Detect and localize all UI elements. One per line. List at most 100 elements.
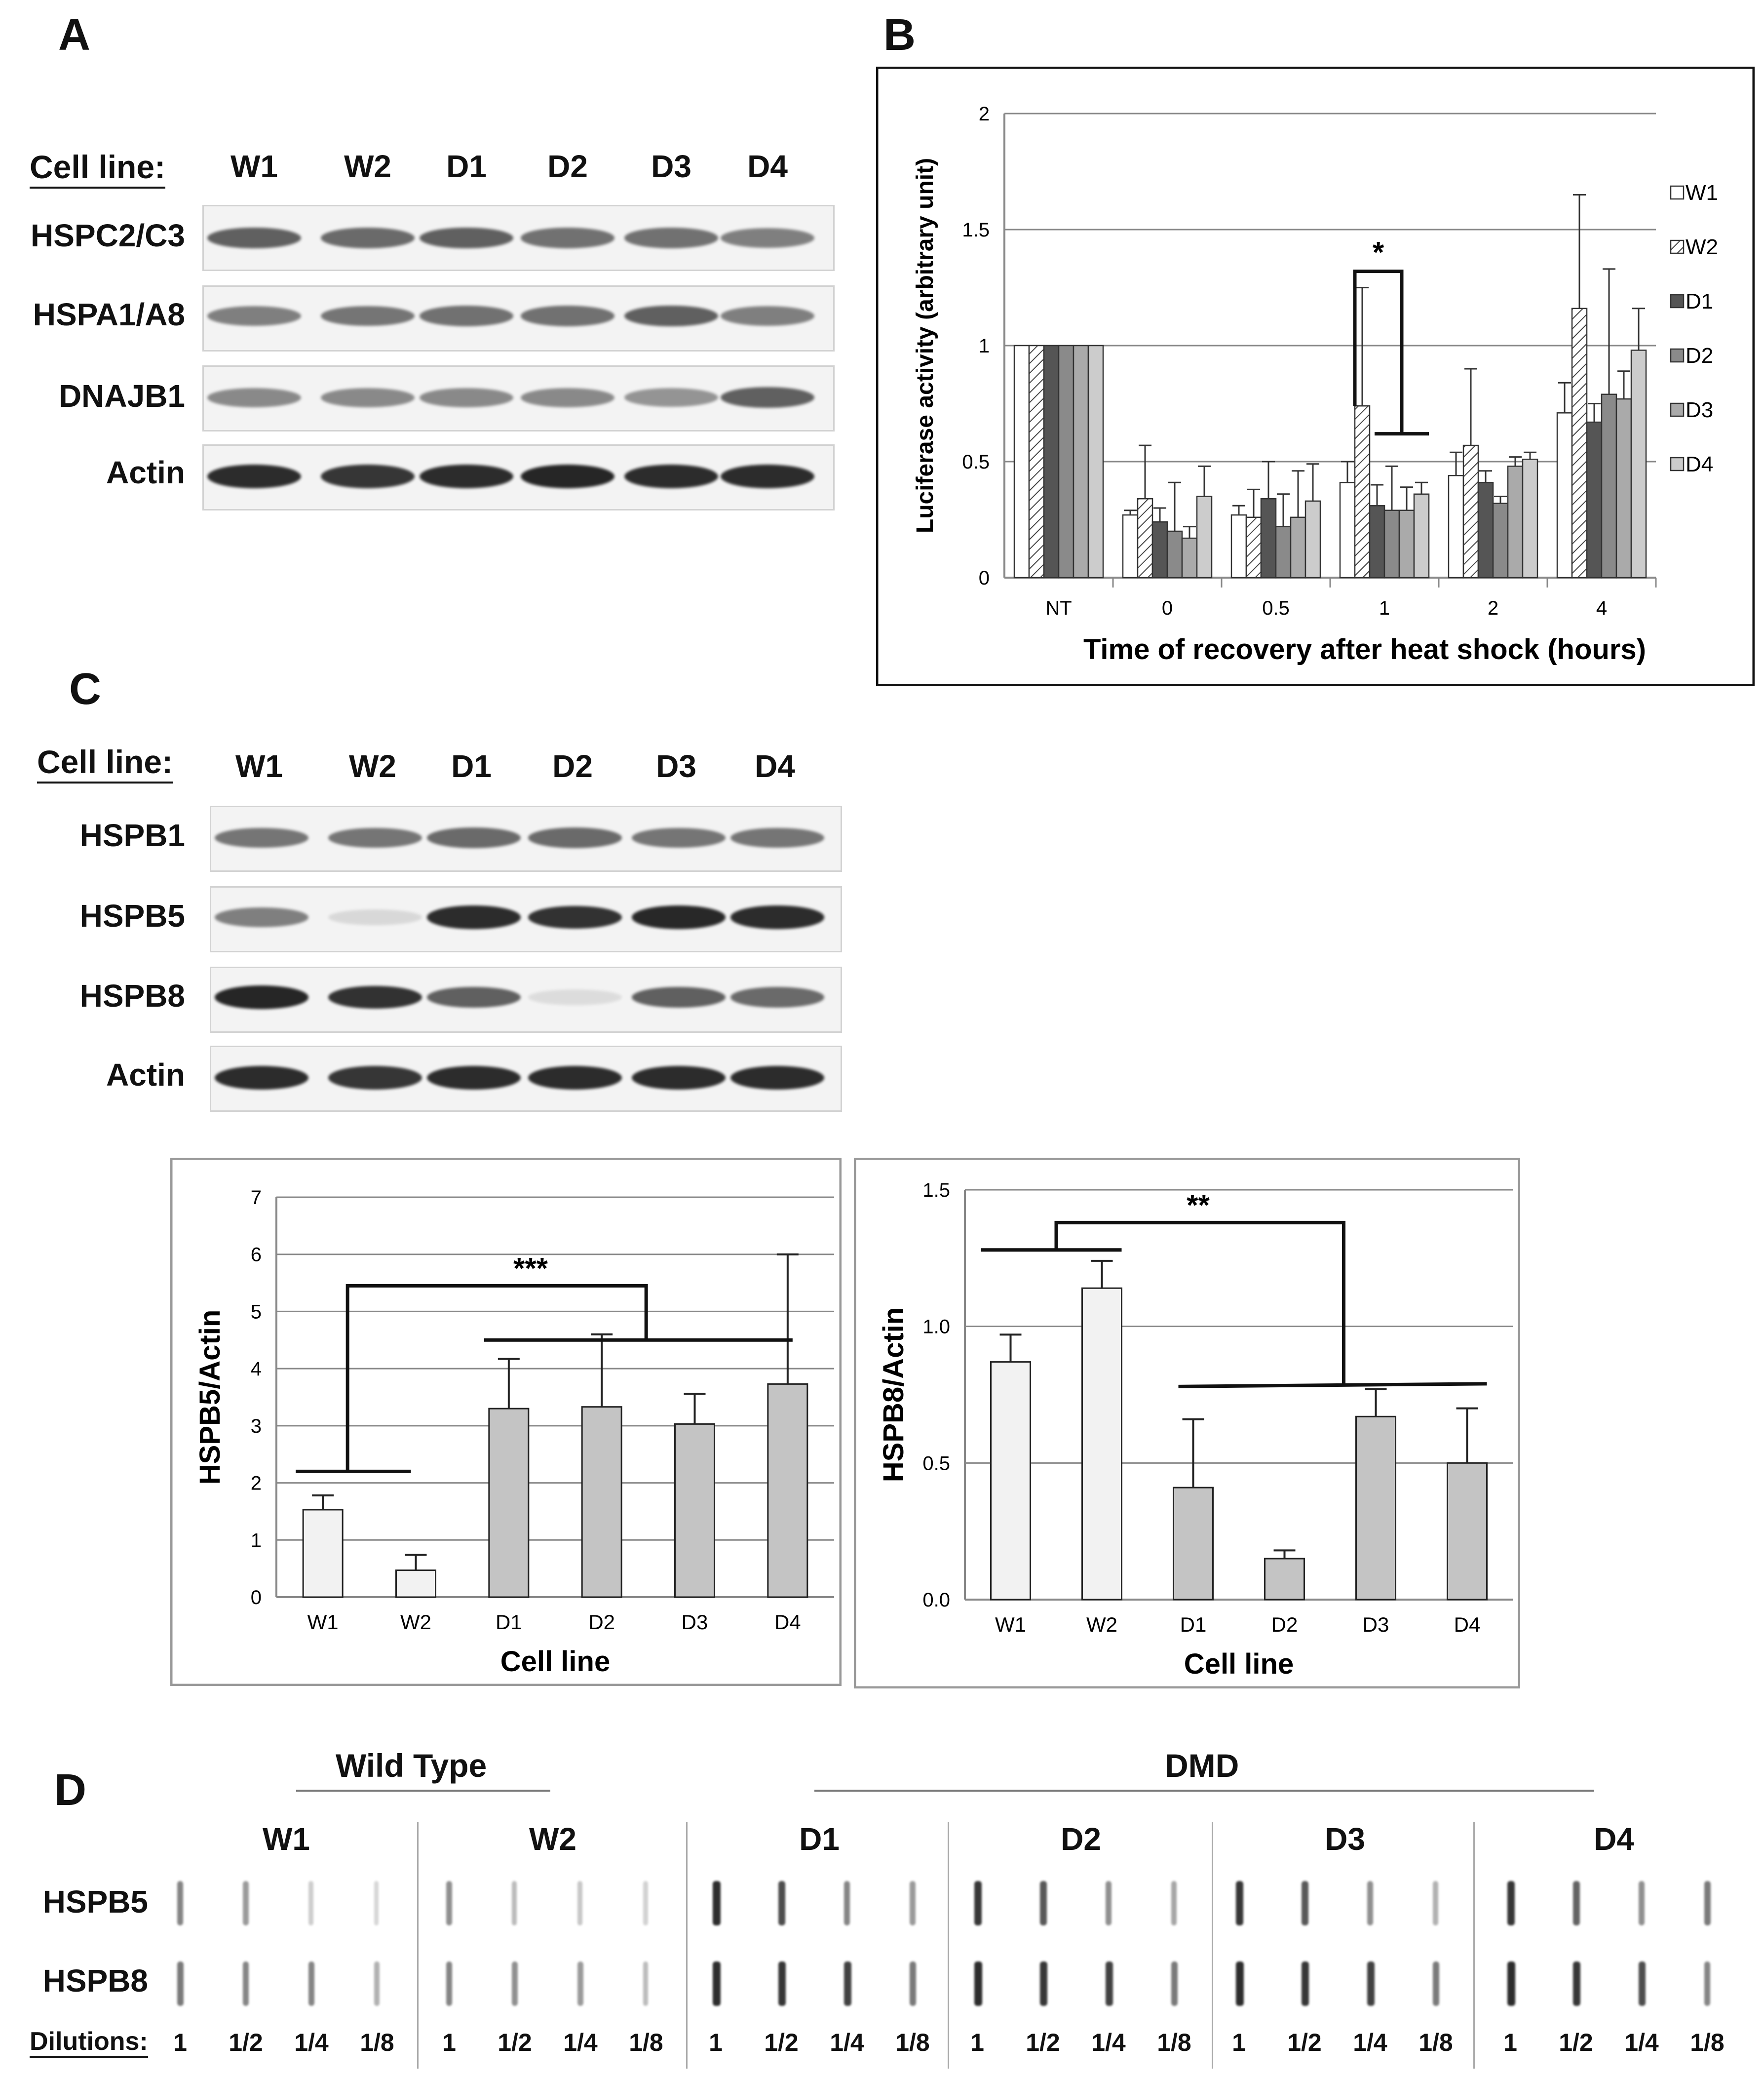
blot-row-label: HSPA1/A8 xyxy=(33,297,185,332)
bar xyxy=(581,1406,622,1598)
bar xyxy=(1173,1487,1214,1601)
slot-band xyxy=(1106,1881,1112,1925)
slot-band xyxy=(308,1881,313,1925)
lane-separator xyxy=(686,1822,688,2069)
blot-band xyxy=(624,228,718,248)
slot-lane-label: W1 xyxy=(263,1821,310,1857)
bar xyxy=(1369,505,1385,579)
x-axis-title: Cell line xyxy=(1184,1648,1294,1680)
x-tick-label: 1 xyxy=(1379,597,1390,619)
bar xyxy=(1354,405,1371,579)
bar xyxy=(1196,496,1213,579)
dilution-label: 1 xyxy=(173,2029,187,2056)
slot-band xyxy=(177,1961,184,2006)
x-tick-label: W2 xyxy=(1086,1613,1117,1636)
bar xyxy=(1260,498,1277,579)
slot-band xyxy=(1639,1961,1646,2006)
dilutions-label: Dilutions: xyxy=(30,2027,148,2058)
x-tick-label: D4 xyxy=(774,1610,801,1634)
bar xyxy=(1355,1415,1396,1601)
blot-band xyxy=(624,305,718,327)
x-tick-label: D3 xyxy=(1363,1613,1389,1636)
blot-band xyxy=(420,227,513,249)
slot-lane-label: D3 xyxy=(1325,1821,1365,1857)
lane-label-d2: D2 xyxy=(552,748,593,784)
legend-label: D3 xyxy=(1686,398,1713,422)
slot-band xyxy=(1171,1881,1177,1925)
bar xyxy=(1556,412,1573,579)
slot-band xyxy=(1507,1961,1515,2006)
blot-band xyxy=(632,827,726,848)
legend-label: D2 xyxy=(1686,344,1713,368)
bar xyxy=(1087,345,1104,579)
blot-band xyxy=(528,827,622,848)
blot-band xyxy=(721,306,814,326)
y-tick-label: 5 xyxy=(251,1301,262,1323)
slot-band xyxy=(713,1961,721,2006)
blot-band xyxy=(328,827,422,848)
lane-label-d3: D3 xyxy=(651,149,691,184)
dilution-label: 1/8 xyxy=(1157,2029,1191,2056)
bar xyxy=(1522,459,1538,579)
legend-swatch xyxy=(1670,348,1685,363)
lane-separator xyxy=(417,1822,419,2069)
dilution-label: 1/2 xyxy=(764,2029,799,2056)
x-tick-label: W1 xyxy=(995,1613,1026,1636)
bar xyxy=(1304,500,1321,579)
slot-band xyxy=(512,1961,518,2006)
x-tick-label: D4 xyxy=(1454,1613,1481,1636)
x-tick-label: D3 xyxy=(682,1610,708,1634)
bar xyxy=(1448,474,1464,579)
y-tick-label: 0 xyxy=(979,567,990,589)
dilution-label: 1/4 xyxy=(1353,2029,1387,2056)
x-axis-title: Cell line xyxy=(500,1646,610,1678)
bar xyxy=(1398,509,1415,579)
y-tick-label: 1.0 xyxy=(922,1316,950,1338)
dilution-label: 1 xyxy=(1503,2029,1517,2056)
legend-label: W1 xyxy=(1686,181,1718,205)
bar xyxy=(1462,444,1479,579)
bar xyxy=(1630,350,1647,579)
significance-marker: ** xyxy=(1187,1188,1210,1221)
blot-band xyxy=(427,1066,521,1090)
slot-band xyxy=(1236,1881,1244,1925)
y-axis-title: HSPB8/Actin xyxy=(878,1307,910,1483)
x-tick-label: 4 xyxy=(1596,597,1607,619)
bar xyxy=(1043,345,1060,579)
lane-label-d4: D4 xyxy=(755,748,795,784)
lane-label-w1: W1 xyxy=(230,149,278,184)
blot-band xyxy=(721,465,814,488)
lane-label-d3: D3 xyxy=(656,748,696,784)
bar xyxy=(1447,1462,1488,1601)
slot-band xyxy=(1040,1881,1047,1925)
blot-band xyxy=(427,827,521,848)
slot-band xyxy=(910,1961,916,2006)
dilution-label: 1/4 xyxy=(563,2029,598,2056)
blot-row-label: HSPB8 xyxy=(79,978,185,1014)
slot-band xyxy=(1507,1881,1515,1925)
blot-band xyxy=(321,306,415,326)
blot-band xyxy=(632,1066,726,1090)
bar xyxy=(990,1361,1031,1601)
blot-row-label: HSPB1 xyxy=(79,818,185,853)
slot-band xyxy=(1106,1961,1113,2006)
slot-band xyxy=(1302,1961,1309,2006)
lane-separator xyxy=(1212,1822,1213,2069)
lane-label-d2: D2 xyxy=(547,149,588,184)
panel-label-d: D xyxy=(54,1765,86,1815)
blot-band xyxy=(528,905,622,929)
panel-label-a: A xyxy=(58,10,90,60)
slot-row-label: HSPB8 xyxy=(42,1963,148,1999)
blot-band xyxy=(215,985,308,1009)
blot-band xyxy=(730,905,824,929)
bar xyxy=(1413,493,1430,579)
dilution-label: 1/4 xyxy=(1624,2029,1659,2056)
bar xyxy=(1477,482,1494,579)
slot-band xyxy=(1573,1961,1581,2006)
blot-band xyxy=(521,228,614,248)
x-tick-label: D1 xyxy=(1180,1613,1207,1636)
significance-bracket xyxy=(296,1284,793,1473)
dilution-label: 1/8 xyxy=(629,2029,663,2056)
bar xyxy=(1151,521,1168,579)
chart-frame xyxy=(170,1158,842,1686)
